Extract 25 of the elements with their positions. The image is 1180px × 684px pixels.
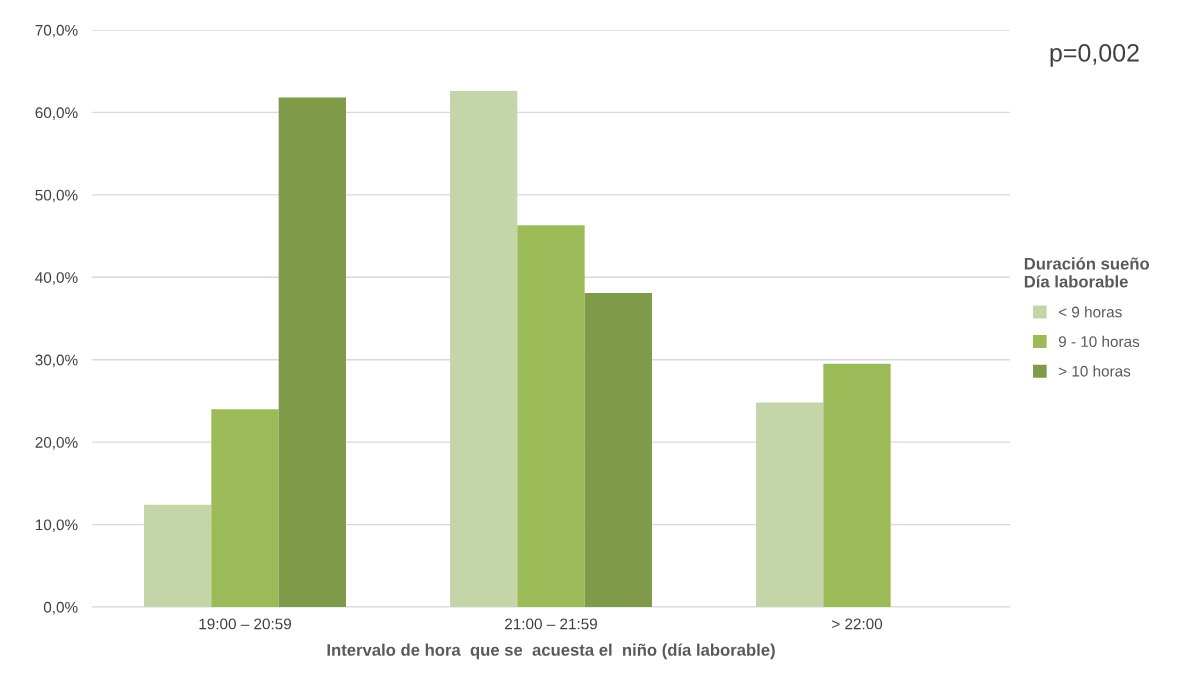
y-tick-label: 60,0% <box>35 107 78 120</box>
x-tick-label: 21:00 – 21:59 <box>505 618 598 630</box>
bar <box>823 363 891 607</box>
y-tick-label: 10,0% <box>35 519 78 533</box>
y-tick-label: 70,0% <box>35 24 78 38</box>
x-tick-label: > 22:00 <box>832 618 883 630</box>
bar <box>211 409 279 607</box>
x-axis-title: Intervalo de hora que se acuesta el niño (día laborable) <box>327 643 775 660</box>
y-tick-label: 40,0% <box>35 272 78 285</box>
bar <box>278 97 346 607</box>
legend-title: Duración sueño Día laborable <box>1024 257 1150 288</box>
bar <box>517 225 585 607</box>
bar <box>144 504 212 607</box>
x-tick-label: 19:00 – 20:59 <box>199 618 292 630</box>
y-tick-label: 20,0% <box>35 437 78 450</box>
y-tick-label: 0,0% <box>43 601 78 615</box>
bar <box>450 91 518 607</box>
legend-label: < 9 horas <box>1058 306 1122 318</box>
bar <box>756 402 824 607</box>
bar <box>584 292 652 607</box>
legend-label: > 10 horas <box>1058 365 1131 377</box>
text: p=0,002 <box>1050 44 1139 67</box>
legend-label: 9 - 10 horas <box>1058 335 1140 348</box>
y-tick-label: 30,0% <box>35 354 78 368</box>
y-tick-label: 50,0% <box>35 189 78 203</box>
